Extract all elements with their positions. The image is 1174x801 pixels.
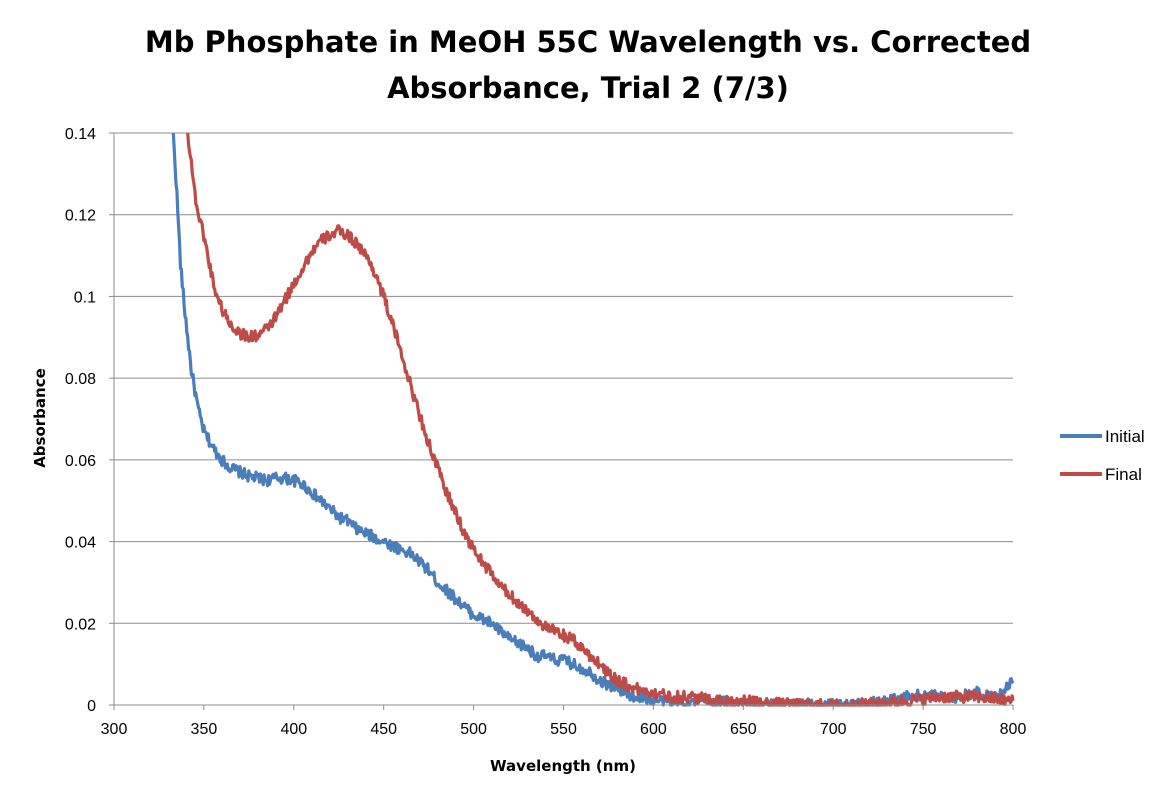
x-tick-label: 750	[910, 721, 937, 738]
axes	[113, 133, 1013, 706]
x-tick-label: 500	[460, 721, 487, 738]
x-tick-label: 650	[730, 721, 757, 738]
legend: Initial Final	[1060, 427, 1145, 484]
y-tick-label: 0.1	[74, 289, 96, 306]
chart-title-line-1: Mb Phosphate in MeOH 55C Wavelength vs. …	[145, 25, 1031, 59]
x-tick-label: 700	[820, 721, 847, 738]
y-tick-label: 0.08	[65, 371, 96, 388]
x-tick-label: 600	[640, 721, 667, 738]
y-tick-label: 0.14	[65, 126, 96, 143]
y-tick-label: 0.04	[65, 535, 96, 552]
x-axis-label: Wavelength (nm)	[490, 757, 636, 775]
y-tick-label: 0.06	[65, 453, 96, 470]
series-lines	[171, 132, 1015, 707]
chart-title: Mb Phosphate in MeOH 55C Wavelength vs. …	[145, 25, 1031, 105]
y-tick-label: 0.02	[65, 616, 96, 633]
y-tick-label: 0	[87, 698, 96, 715]
x-tick-label: 550	[550, 721, 577, 738]
chart-title-line-2: Absorbance, Trial 2 (7/3)	[387, 71, 789, 105]
x-tick-label: 800	[1000, 721, 1027, 738]
x-tick-label: 300	[101, 721, 128, 738]
gridlines	[114, 132, 1013, 706]
x-tick-label: 450	[370, 721, 397, 738]
x-tick-labels: 300 350 400 450 500 550 600 650 700 750 800	[101, 705, 1027, 738]
legend-label-initial: Initial	[1105, 427, 1145, 446]
legend-label-final: Final	[1105, 465, 1142, 484]
y-tick-labels: 0 0.02 0.04 0.06 0.08 0.1 0.12 0.14	[65, 126, 114, 715]
y-axis-label: Absorbance	[31, 368, 49, 468]
series-line-initial	[171, 132, 1015, 707]
x-tick-label: 400	[280, 721, 307, 738]
x-tick-label: 350	[191, 721, 218, 738]
y-tick-label: 0.12	[65, 208, 96, 225]
series-line-final	[186, 132, 1015, 707]
